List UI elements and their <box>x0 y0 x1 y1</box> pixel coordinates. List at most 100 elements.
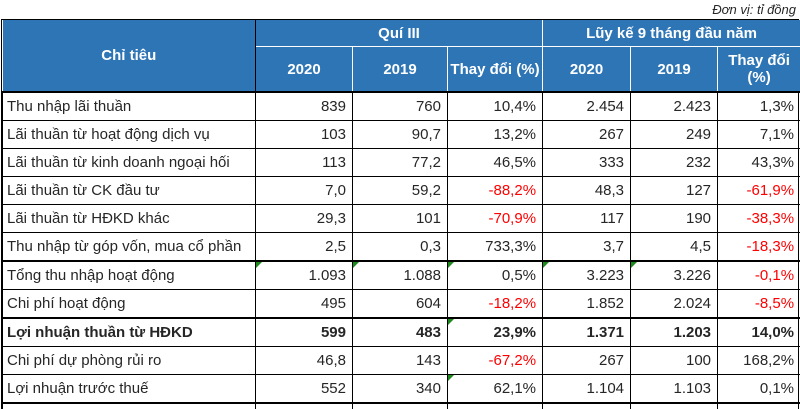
cell-value: 29,3 <box>316 210 346 227</box>
formula-marker-icon <box>631 262 638 268</box>
cell-q3-2020: 103 <box>255 120 353 149</box>
formula-marker-icon <box>353 262 359 268</box>
cell-ytd-change: 7,1% <box>717 120 800 149</box>
cell-ytd-change: -61,9% <box>717 176 800 205</box>
subheader-ytd-2020: 2020 <box>542 46 632 93</box>
subheader-q3-2019: 2019 <box>352 46 448 93</box>
cell-ytd-change: 0,1% <box>717 374 800 404</box>
cell-q3-change: 46,5% <box>446 148 544 177</box>
cell-value: 1.203 <box>673 324 712 341</box>
cell-value: 10,4% <box>493 98 537 115</box>
cell-value: 340 <box>415 380 441 397</box>
cell-value: 604 <box>415 295 441 312</box>
cell-value: 552 <box>320 380 346 397</box>
cell-value: 733,3% <box>485 238 537 255</box>
cell-value: 1.093 <box>308 267 346 284</box>
cell-value: 168,2% <box>743 352 795 369</box>
cell-value: 143 <box>415 352 441 369</box>
cell-q3-2019: 59,2 <box>352 176 448 205</box>
cell-q3-2020: 430 <box>255 402 353 409</box>
cell-q3-change: -67,2% <box>446 346 544 375</box>
cell-value: 190 <box>686 210 712 227</box>
cell-ytd-change: 14,0% <box>717 317 800 347</box>
cell-q3-2019: 77,2 <box>352 148 448 177</box>
cell-value: 495 <box>320 295 346 312</box>
cell-q3-2019: 760 <box>352 91 448 121</box>
cell-value: 23,9% <box>493 324 537 341</box>
cell-q3-change: 62,1% <box>446 374 544 404</box>
cell-q3-2019: 340 <box>352 374 448 404</box>
cell-ytd-2019: 1.103 <box>630 374 719 404</box>
formula-marker-icon <box>448 319 454 325</box>
formula-marker-icon <box>448 262 454 268</box>
cell-value: 117 <box>600 210 625 227</box>
cell-q3-2020: 29,3 <box>255 204 353 233</box>
cell-ytd-2020: 333 <box>542 148 632 177</box>
table-row: Lợi nhuận thuần từ HĐKD 599 483 23,9% 1.371 1… <box>2 317 800 347</box>
cell-value: 62,1% <box>493 380 537 397</box>
cell-value: 267 <box>599 126 625 143</box>
cell-value: 1.852 <box>586 295 625 312</box>
cell-q3-change: 733,3% <box>446 232 544 262</box>
cell-q3-2020: 2,5 <box>255 232 353 262</box>
cell-value: 1.088 <box>403 267 441 284</box>
cell-value: -67,2% <box>488 352 537 369</box>
cell-value: 0,3 <box>420 238 441 255</box>
subheader-ytd-2019: 2019 <box>630 46 719 93</box>
cell-value: -18,3% <box>746 238 795 255</box>
cell-value: 2.454 <box>586 98 625 115</box>
cell-ytd-2020: 3,7 <box>542 232 632 262</box>
subheader-q3-change-pct: Thay đổi (%) <box>446 46 544 93</box>
cell-ytd-2019: 190 <box>630 204 719 233</box>
cell-q3-2020: 7,0 <box>255 176 353 205</box>
cell-value: 46,8 <box>316 352 346 369</box>
cell-ytd-2019: 249 <box>630 120 719 149</box>
cell-ytd-2019: 232 <box>630 148 719 177</box>
cell-ytd-2020: 267 <box>542 346 632 375</box>
cell-value: 1.103 <box>673 380 712 397</box>
cell-value: 7,0 <box>325 182 346 199</box>
cell-value: -8,5% <box>754 295 795 312</box>
table-row: Lãi thuần từ HĐKD khác 29,3 101 -70,9% 117 19… <box>2 204 800 233</box>
cell-value: 267 <box>599 352 625 369</box>
cell-value: -18,2% <box>488 295 537 312</box>
cell-value: -70,9% <box>488 210 537 227</box>
row-label: Thu nhập từ góp vốn, mua cổ phần <box>2 232 256 262</box>
table-row: Thu nhập lãi thuần 839 760 10,4% 2.454 2.423 1… <box>2 91 800 121</box>
cell-value: 2,5 <box>325 238 346 255</box>
cell-ytd-2020: 3.223 <box>542 260 632 290</box>
cell-ytd-change: -18,3% <box>717 232 800 262</box>
cell-q3-change: -18,2% <box>446 289 544 319</box>
cell-value: 249 <box>686 126 712 143</box>
cell-ytd-change: -0,1% <box>717 260 800 290</box>
cell-q3-2019: 143 <box>352 346 448 375</box>
cell-value: 59,2 <box>411 182 441 199</box>
group-header-ytd-9-months: Lũy kế 9 tháng đầu năm <box>542 20 800 47</box>
cell-value: 7,1% <box>759 126 795 143</box>
table-row: Tổng thu nhập hoạt động 1.093 1.088 0,5% 3.2… <box>2 260 800 290</box>
table-row: Lãi thuần từ hoạt động dịch vụ 103 90,7 13,… <box>2 120 800 149</box>
cell-ytd-2020: 2.454 <box>542 91 632 121</box>
column-header-criteria: Chỉ tiêu <box>2 20 256 93</box>
cell-ytd-2020: 117 <box>542 204 632 233</box>
cell-q3-change: 58,2% <box>446 402 544 409</box>
table-frame: Chỉ tiêu Quí III Lũy kế 9 tháng đầu năm … <box>1 19 800 409</box>
cell-ytd-2020: 1.852 <box>542 289 632 319</box>
cell-ytd-change: -8,5% <box>717 289 800 319</box>
table-row: Chi phí dự phòng rủi ro 46,8 143 -67,2% 267 1… <box>2 346 800 375</box>
cell-ytd-2020: 1.104 <box>542 374 632 404</box>
row-label: Lợi nhuận thuần từ HĐKD <box>2 317 256 347</box>
cell-value: -0,1% <box>754 267 795 284</box>
cell-ytd-2019: 100 <box>630 346 719 375</box>
cell-q3-2019: 90,7 <box>352 120 448 149</box>
cell-value: 77,2 <box>411 154 441 171</box>
cell-q3-change: -70,9% <box>446 204 544 233</box>
cell-value: 3.226 <box>673 267 712 284</box>
row-label: Lãi thuần từ CK đầu tư <box>2 176 256 205</box>
subheader-q3-2020: 2020 <box>255 46 353 93</box>
table-row: Lãi thuần từ kinh doanh ngoại hối 113 77,2… <box>2 148 800 177</box>
cell-q3-change: 13,2% <box>446 120 544 149</box>
cell-ytd-2019: 2.024 <box>630 289 719 319</box>
cell-q3-2019: 604 <box>352 289 448 319</box>
